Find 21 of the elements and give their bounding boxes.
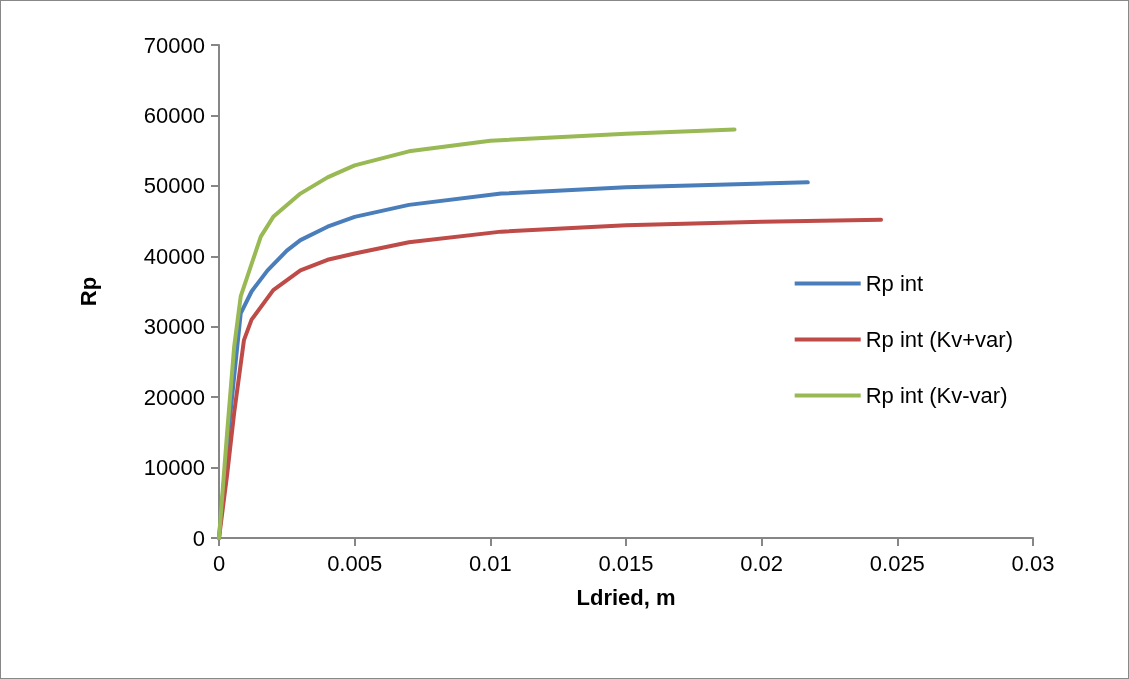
y-tick-label: 30000 bbox=[143, 314, 205, 340]
y-tick-label: 60000 bbox=[143, 102, 205, 128]
x-axis-title: Ldried, m bbox=[576, 584, 676, 610]
legend-label: Rp int bbox=[865, 271, 924, 296]
y-tick-label: 10000 bbox=[143, 455, 205, 481]
y-tick-label: 50000 bbox=[143, 173, 205, 199]
x-tick-label: 0.005 bbox=[327, 550, 383, 576]
y-tick-label: 0 bbox=[192, 525, 205, 551]
x-tick-label: 0.015 bbox=[598, 550, 654, 576]
x-tick-label: 0.03 bbox=[1011, 550, 1055, 576]
x-tick-label: 0 bbox=[212, 550, 226, 576]
line-series bbox=[217, 127, 737, 540]
legend-label: Rp int (Kv+var) bbox=[865, 327, 1014, 352]
x-tick-label: 0.025 bbox=[869, 550, 925, 576]
legend-label: Rp int (Kv-var) bbox=[865, 383, 1008, 408]
y-tick-label: 70000 bbox=[143, 32, 205, 58]
y-tick-label: 40000 bbox=[143, 243, 205, 269]
x-tick-label: 0.02 bbox=[740, 550, 784, 576]
x-tick-label: 0.01 bbox=[468, 550, 512, 576]
y-tick-label: 20000 bbox=[143, 384, 205, 410]
y-axis-title: Rp bbox=[75, 276, 101, 307]
